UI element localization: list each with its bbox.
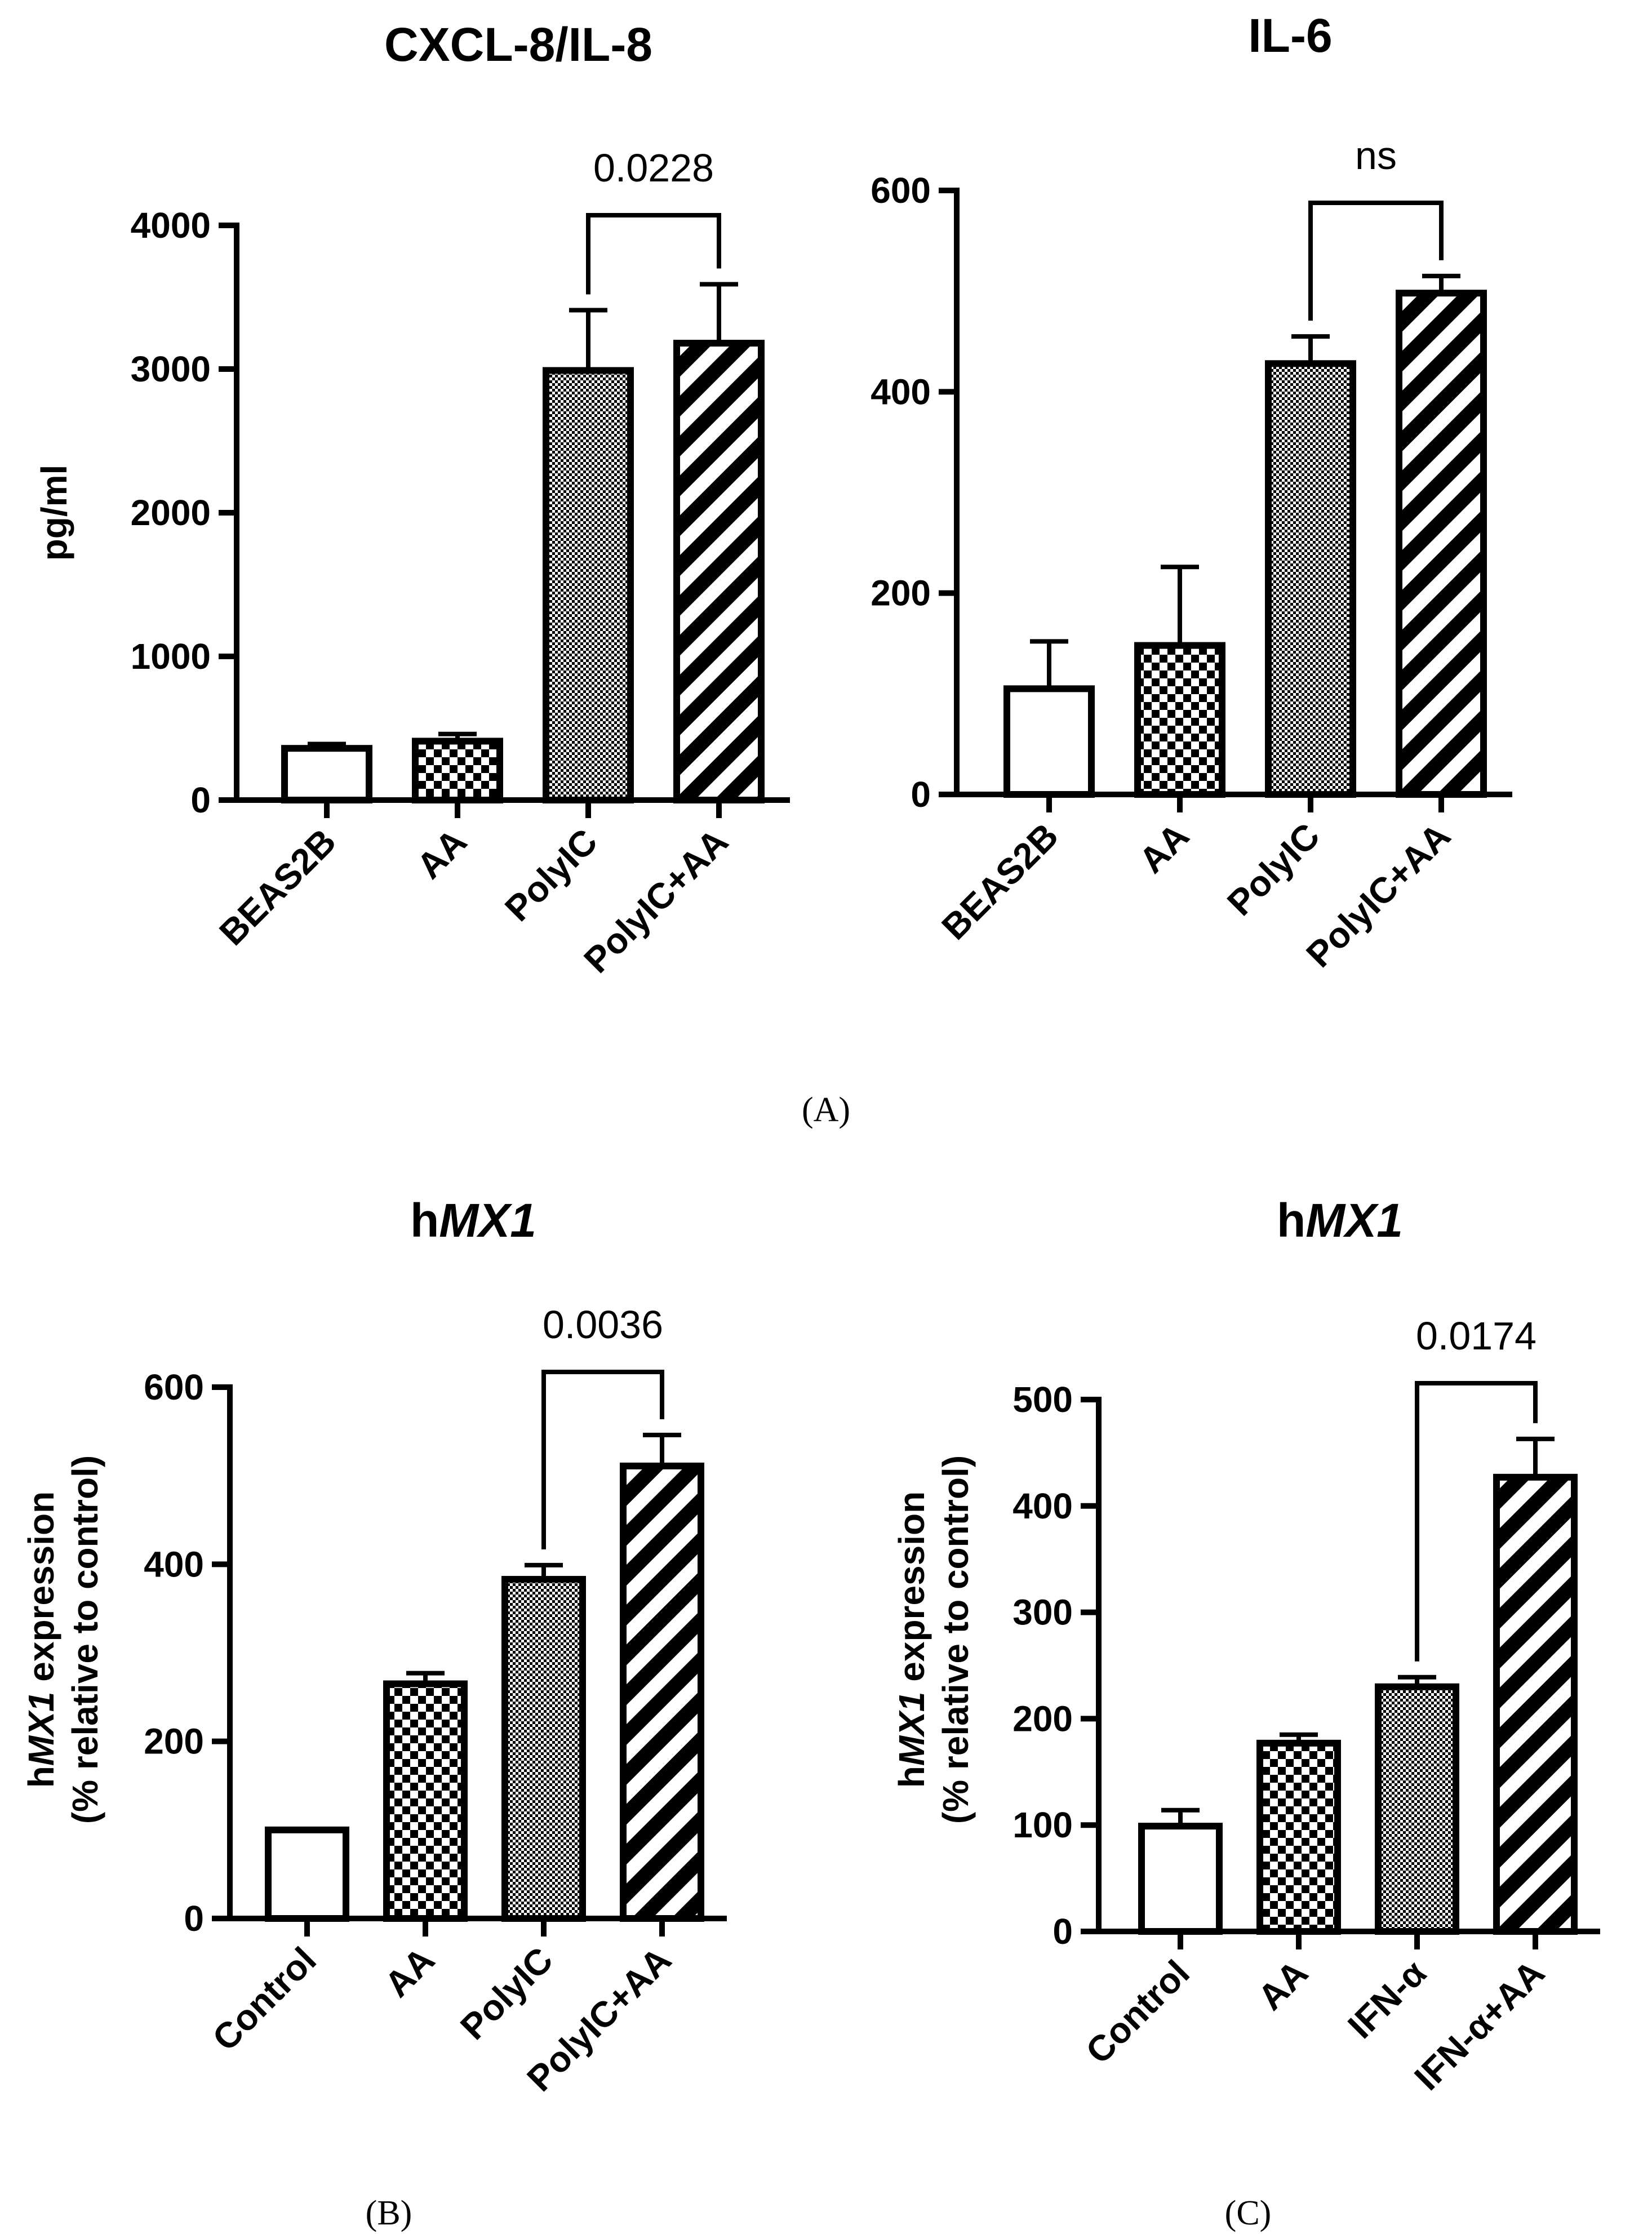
bar-control: [1138, 1823, 1223, 1935]
y-tick-label: 200: [1012, 1698, 1073, 1739]
significance-bracket: [1415, 1381, 1538, 1662]
y-axis-label: pg/ml: [34, 465, 74, 561]
y-tick-label: 600: [144, 1367, 204, 1407]
y-tick-label: 0: [190, 780, 211, 820]
significance-label: 0.0036: [543, 1303, 663, 1347]
y-tick-label: 400: [871, 371, 931, 412]
y-tick-label: 4000: [131, 205, 211, 246]
y-tick-label: 100: [1012, 1805, 1073, 1845]
bar-polyic: [501, 1576, 586, 1922]
category-label: Control: [205, 1939, 324, 2059]
chart-title: IL-6: [1248, 9, 1332, 62]
bar-polyic-aa: [1396, 290, 1487, 798]
category-label: AA: [1131, 815, 1197, 881]
panel-label-a: (A): [802, 1091, 850, 1129]
panel-label-b: (B): [366, 2194, 412, 2232]
chart-title: hMX1: [410, 1194, 536, 1247]
y-tick-label: 500: [1012, 1379, 1073, 1420]
y-tick-label: 300: [1012, 1592, 1073, 1633]
category-label: AA: [1250, 1952, 1316, 2018]
bar-control: [265, 1826, 349, 1922]
bar-beas2b: [281, 745, 372, 803]
y-tick-label: 1000: [131, 636, 211, 677]
y-tick-label: 0: [1053, 1911, 1073, 1952]
category-label: PolyIC: [497, 821, 605, 929]
significance-label: 0.0228: [593, 146, 714, 190]
significance-bracket: [586, 213, 721, 295]
category-label: IFN-α: [1340, 1952, 1434, 2046]
y-tick-label: 600: [871, 170, 931, 211]
bar-polyic: [543, 367, 634, 803]
bar-aa: [412, 738, 503, 803]
significance-bracket: [1308, 201, 1444, 321]
panel-label-c: (C): [1225, 2194, 1272, 2232]
category-label: IFN-α+AA: [1406, 1952, 1552, 2098]
bar-ifn-aa: [1493, 1473, 1578, 1935]
y-tick-label: 2000: [131, 492, 211, 533]
bar-polyic-aa: [620, 1462, 704, 1922]
category-label: BEAS2B: [934, 815, 1065, 947]
y-tick-label: 0: [184, 1898, 204, 1939]
bar-ifn-: [1375, 1683, 1459, 1935]
bar-polyic: [1265, 360, 1356, 798]
chart-mx1-ifn: hMX1 0 100 200 300 400 500 Control AA IFN-αIFN-α+…: [891, 1194, 1600, 2098]
y-tick-label: 400: [144, 1544, 204, 1584]
category-label: Control: [1078, 1952, 1197, 2072]
category-label: AA: [377, 1939, 442, 2005]
category-label: BEAS2B: [211, 821, 343, 953]
category-label: AA: [409, 821, 474, 886]
y-tick-label: 3000: [131, 349, 211, 389]
bar-aa: [383, 1680, 468, 1922]
bar-polyic-aa: [673, 340, 765, 803]
bar-beas2b: [1003, 685, 1095, 798]
chart-cxcl8: CXCL-8/IL-8 0 1000 2000 3000 4000 BEAS2B AA Poly…: [34, 18, 790, 981]
y-tick-label: 400: [1012, 1486, 1073, 1526]
y-axis-label-line2: (% relative to control): [65, 1455, 105, 1824]
y-axis-label-line1: hMX1 expression: [891, 1491, 932, 1788]
y-axis-label-line1: hMX1 expression: [21, 1491, 61, 1788]
significance-bracket: [541, 1370, 664, 1549]
category-label: PolyIC: [1219, 815, 1327, 923]
y-tick-label: 200: [144, 1721, 204, 1762]
y-tick-label: 0: [911, 774, 931, 815]
chart-title: CXCL-8/IL-8: [384, 18, 652, 71]
significance-label: 0.0174: [1416, 1314, 1536, 1358]
bar-aa: [1134, 642, 1225, 798]
significance-label: ns: [1355, 134, 1397, 177]
bar-aa: [1256, 1739, 1341, 1935]
category-label: PolyIC: [452, 1939, 561, 2048]
y-tick-label: 200: [871, 573, 931, 614]
chart-title: hMX1: [1277, 1194, 1403, 1247]
y-axis-label-line2: (% relative to control): [935, 1455, 976, 1824]
